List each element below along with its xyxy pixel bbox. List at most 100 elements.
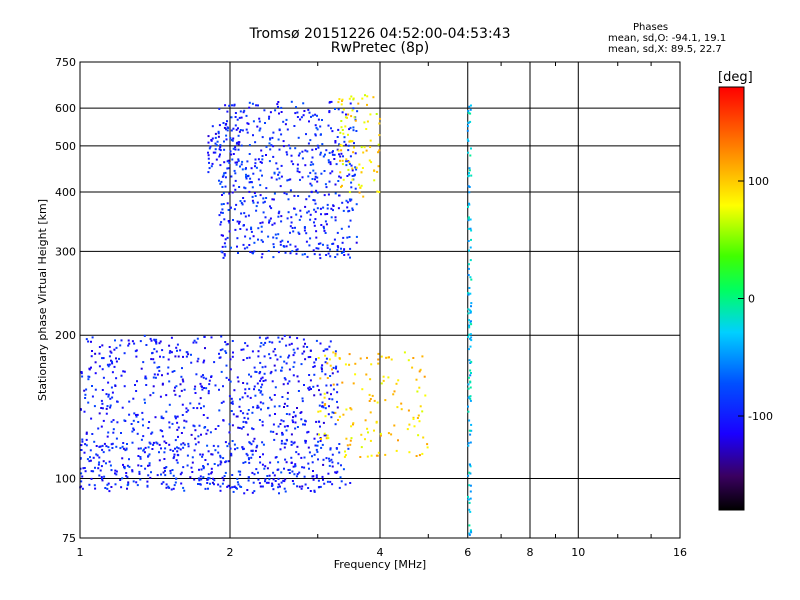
data-point xyxy=(341,241,344,244)
data-point xyxy=(319,125,322,128)
y-axis-label: Stationary phase Virtual Height [km] xyxy=(36,199,49,401)
data-point xyxy=(411,366,414,369)
data-point xyxy=(286,382,289,385)
data-point xyxy=(286,439,288,442)
data-point xyxy=(377,143,380,146)
data-point xyxy=(211,125,214,128)
data-point xyxy=(219,146,222,149)
data-point xyxy=(182,442,185,445)
data-point xyxy=(274,369,277,372)
data-point xyxy=(280,106,283,109)
data-point xyxy=(336,249,339,251)
data-point xyxy=(342,209,345,212)
data-point xyxy=(148,462,151,465)
data-point xyxy=(197,477,200,480)
data-point xyxy=(302,102,305,105)
data-point xyxy=(285,429,288,432)
data-point xyxy=(332,205,335,207)
data-point xyxy=(221,175,224,178)
data-point xyxy=(187,445,190,448)
data-point xyxy=(251,491,254,494)
data-point xyxy=(340,227,343,230)
data-point xyxy=(218,214,221,217)
data-point xyxy=(254,141,257,144)
data-point xyxy=(144,467,147,470)
data-point xyxy=(208,383,211,386)
data-point xyxy=(328,111,331,114)
data-point xyxy=(269,111,272,114)
data-point xyxy=(210,467,213,470)
data-point xyxy=(223,254,226,257)
data-point xyxy=(254,394,257,397)
data-point xyxy=(153,361,156,364)
data-point xyxy=(336,245,339,248)
data-point xyxy=(371,394,374,397)
data-point xyxy=(223,218,226,221)
data-point xyxy=(109,397,112,400)
data-point xyxy=(274,413,276,415)
data-point xyxy=(261,376,264,379)
data-point xyxy=(144,375,147,378)
data-point xyxy=(347,225,350,228)
data-point xyxy=(269,148,272,151)
data-point xyxy=(329,447,332,450)
data-point xyxy=(232,413,235,416)
data-point xyxy=(467,151,470,154)
data-point xyxy=(360,446,363,449)
data-point xyxy=(176,453,179,456)
data-point xyxy=(282,420,285,423)
data-point xyxy=(309,163,312,166)
data-point xyxy=(468,498,471,501)
data-point xyxy=(283,467,285,470)
data-point xyxy=(467,185,470,188)
data-point xyxy=(219,489,222,492)
data-point xyxy=(202,414,205,416)
data-point xyxy=(165,394,168,397)
data-point xyxy=(85,431,88,434)
data-point xyxy=(259,379,262,382)
data-point xyxy=(369,439,372,442)
data-point xyxy=(317,357,320,359)
data-point xyxy=(261,393,264,396)
data-point xyxy=(467,263,470,266)
data-point xyxy=(305,240,308,243)
data-point xyxy=(107,395,110,398)
data-point xyxy=(218,388,220,391)
data-point xyxy=(315,126,318,129)
data-point xyxy=(469,276,472,279)
data-point xyxy=(123,467,126,470)
data-point xyxy=(214,136,217,139)
colorbar-tick-label: -100 xyxy=(748,410,773,423)
data-point xyxy=(303,229,306,232)
data-point xyxy=(180,443,183,446)
data-point xyxy=(151,448,154,450)
data-point xyxy=(340,464,342,467)
data-point xyxy=(115,346,118,349)
data-point xyxy=(148,464,151,467)
data-point xyxy=(246,160,249,163)
data-point xyxy=(246,357,249,360)
data-point xyxy=(268,117,270,120)
data-point xyxy=(304,149,307,152)
data-point xyxy=(308,386,311,389)
data-point xyxy=(202,361,205,364)
data-point xyxy=(280,133,283,136)
data-point xyxy=(199,475,202,478)
data-point xyxy=(233,485,236,488)
data-point xyxy=(207,154,210,157)
data-point xyxy=(106,483,109,486)
data-point xyxy=(351,175,354,177)
data-point xyxy=(354,187,357,190)
data-point xyxy=(241,203,244,206)
data-point xyxy=(294,147,297,150)
data-point xyxy=(307,210,310,213)
data-point xyxy=(283,487,286,490)
data-point xyxy=(84,397,87,399)
data-point xyxy=(426,443,429,446)
data-point xyxy=(346,444,349,447)
data-point xyxy=(150,339,153,342)
data-point xyxy=(280,419,283,422)
data-point xyxy=(183,443,186,446)
data-point xyxy=(369,146,372,148)
data-point xyxy=(144,401,146,404)
